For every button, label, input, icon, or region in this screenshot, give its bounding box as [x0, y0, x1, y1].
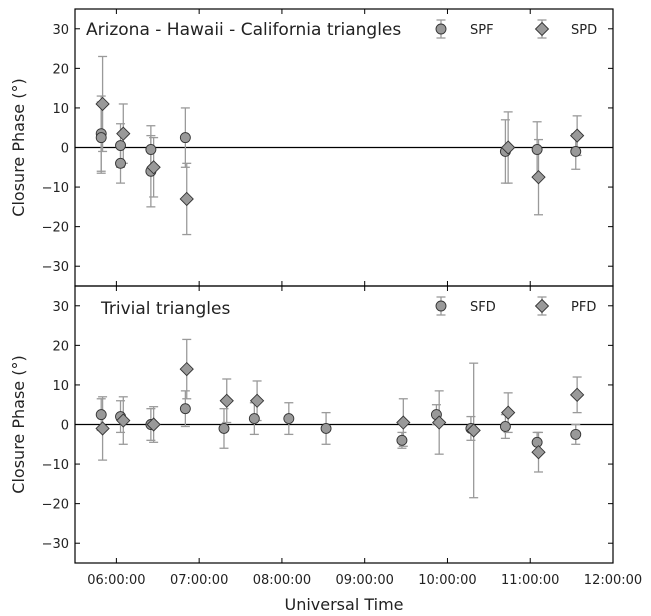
- panel-top-ylabel: Closure Phase (°): [9, 78, 28, 216]
- panel-top-ytick-label: 30: [52, 23, 69, 38]
- point-SFD: [570, 428, 582, 440]
- point-SPF: [179, 132, 191, 144]
- legend-entry-SPD: SPD: [534, 19, 597, 39]
- xtick-label: 11:00:00: [501, 573, 559, 588]
- xtick-label: 06:00:00: [87, 573, 145, 588]
- point-PFD: [531, 445, 546, 460]
- point-SPF: [115, 140, 126, 151]
- panel-bottom-ytick-label: 20: [52, 339, 69, 354]
- x-axis: 06:00:00 07:00:00 08:00:00 09:00:00 10:00:00…: [87, 573, 642, 588]
- xtick-label: 10:00:00: [418, 573, 476, 588]
- panel-bottom-ytick-label: −20: [42, 498, 69, 513]
- legend-label-SFD: SFD: [470, 300, 496, 315]
- point-SFD: [95, 409, 107, 421]
- point-SFD: [531, 436, 543, 448]
- panel-top-data-layer: [95, 55, 585, 236]
- point-SPF: [531, 144, 543, 155]
- point-SPD: [116, 126, 131, 141]
- panel-top-ytick-label: 10: [52, 102, 69, 117]
- legend-marker-SPD: [534, 21, 550, 37]
- panel-bottom-ytick-label: −30: [42, 537, 69, 552]
- point-SFD: [320, 423, 332, 434]
- legend-entry-SFD: SFD: [435, 296, 496, 316]
- panel-bottom-ytick-label: 10: [52, 379, 69, 394]
- point-PFD: [466, 423, 481, 438]
- panel-top: −30 −20 −10 0 10 20 30 Arizona - Hawaii - Cali…: [9, 8, 614, 287]
- panel-top-ytick-label: 0: [61, 142, 69, 157]
- point-SPD: [531, 170, 546, 185]
- panel-bottom: −30 −20 −10 0 10 20 30 Trivial triangles Closu…: [9, 285, 614, 564]
- xtick-label: 09:00:00: [335, 573, 393, 588]
- point-SFD: [396, 434, 408, 446]
- point-SFD: [248, 413, 260, 425]
- point-PFD: [396, 415, 411, 430]
- xtick-label: 07:00:00: [170, 573, 228, 588]
- panel-top-title: Arizona - Hawaii - California triangles: [86, 20, 401, 40]
- panel-top-legend: SPF SPD: [435, 19, 597, 39]
- legend-label-PFD: PFD: [571, 300, 596, 315]
- point-SPF: [145, 144, 157, 155]
- legend-entry-SPF: SPF: [435, 19, 494, 39]
- point-PFD: [116, 413, 131, 428]
- point-SPF: [95, 132, 107, 144]
- point-SPF: [115, 157, 126, 169]
- panel-top-ticks: −30 −20 −10 0 10 20 30: [42, 9, 614, 286]
- xtick-label: 08:00:00: [253, 573, 311, 588]
- panel-top-ytick-label: −30: [42, 260, 69, 275]
- point-SFD: [283, 413, 295, 425]
- point-SFD: [499, 421, 511, 432]
- panel-top-ytick-label: 20: [52, 62, 69, 77]
- panel-bottom-title: Trivial triangles: [100, 299, 230, 319]
- panel-bottom-legend: SFD PFD: [435, 296, 596, 316]
- point-PFD: [249, 393, 265, 408]
- point-PFD: [146, 417, 161, 432]
- panel-top-ytick-label: −10: [42, 181, 69, 196]
- point-PFD: [219, 393, 234, 408]
- point-SFD: [218, 423, 230, 434]
- point-SPF: [570, 146, 582, 157]
- point-SPD: [179, 191, 194, 207]
- panel-bottom-ytick-label: 0: [61, 419, 69, 434]
- x-axis-label: Universal Time: [284, 595, 403, 614]
- point-PFD: [432, 415, 447, 430]
- panel-bottom-ticks: −30 −20 −10 0 10 20 30: [42, 286, 614, 563]
- point-PFD: [501, 405, 516, 420]
- point-SPD: [146, 160, 161, 175]
- legend-marker-SFD: [435, 300, 447, 312]
- panel-bottom-ytick-label: −10: [42, 458, 69, 473]
- panel-bottom-data-layer: [95, 338, 585, 499]
- point-SPD: [95, 96, 110, 112]
- point-PFD: [569, 387, 585, 402]
- panel-top-ytick-label: −20: [42, 221, 69, 236]
- legend-marker-PFD: [534, 298, 550, 314]
- legend-marker-SPF: [435, 23, 447, 35]
- point-SPD: [569, 128, 585, 143]
- point-PFD: [179, 361, 194, 377]
- xtick-label: 12:00:00: [584, 573, 642, 588]
- point-SFD: [179, 403, 191, 415]
- legend-entry-PFD: PFD: [534, 296, 596, 316]
- panel-bottom-ylabel: Closure Phase (°): [9, 355, 28, 493]
- legend-label-SPD: SPD: [571, 23, 597, 38]
- panel-bottom-ytick-label: 30: [52, 300, 69, 315]
- point-PFD: [95, 421, 110, 436]
- point-SPD: [501, 140, 516, 155]
- legend-label-SPF: SPF: [470, 23, 494, 38]
